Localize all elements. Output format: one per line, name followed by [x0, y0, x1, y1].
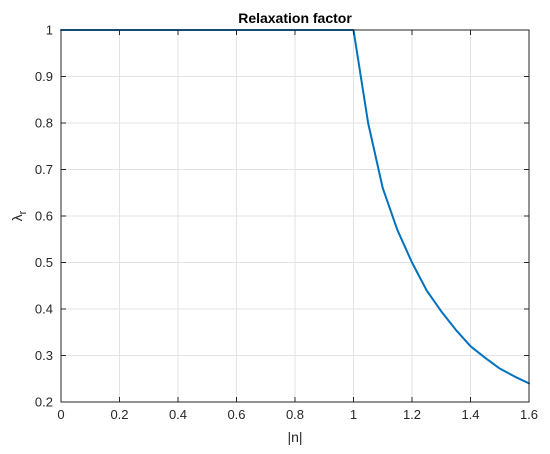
y-tick-label: 0.3 — [35, 348, 53, 363]
y-axis-title-subscript: r — [17, 210, 29, 214]
y-axis-title: λr — [9, 210, 29, 221]
y-tick-label: 0.2 — [35, 395, 53, 410]
y-tick-label: 0.7 — [35, 162, 53, 177]
y-tick-label: 0.4 — [35, 302, 53, 317]
x-tick-label: 0.6 — [227, 407, 245, 422]
x-tick-label: 1 — [350, 407, 357, 422]
x-tick-label: 1.4 — [461, 407, 479, 422]
x-tick-label: 0.4 — [169, 407, 187, 422]
x-tick-label: 1.2 — [403, 407, 421, 422]
chart-title: Relaxation factor — [238, 10, 352, 26]
y-tick-label: 1 — [46, 23, 53, 38]
y-tick-label: 0.6 — [35, 209, 53, 224]
y-axis-title-main: λ — [9, 214, 25, 221]
x-tick-label: 0.8 — [286, 407, 304, 422]
x-tick-label: 1.6 — [520, 407, 538, 422]
grid — [60, 29, 530, 403]
x-tick-label: 0.2 — [110, 407, 128, 422]
x-axis-title: |n| — [287, 429, 302, 445]
y-tick-label: 0.9 — [35, 69, 53, 84]
x-tick-label: 0 — [57, 407, 64, 422]
ticks: 0 0.2 0.4 0.6 0.8 1 1.2 1.4 1.6 0.2 0.3 0.4 0.5 0.6 0.… — [35, 23, 538, 423]
y-tick-label: 0.8 — [35, 116, 53, 131]
y-tick-label: 0.5 — [35, 255, 53, 270]
